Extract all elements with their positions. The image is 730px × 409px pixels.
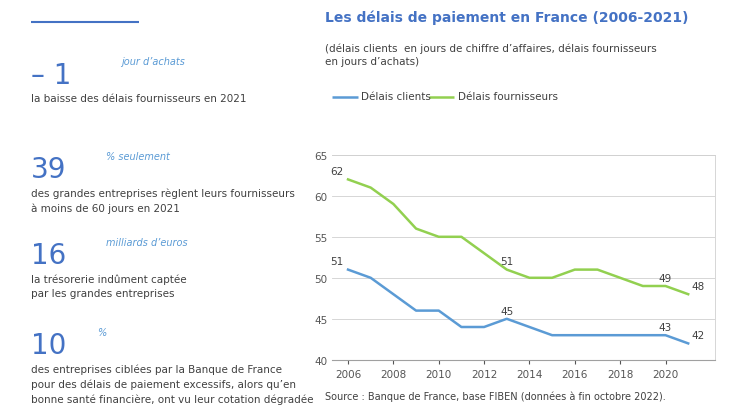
Text: 42: 42 <box>691 330 705 340</box>
Text: Les délais de paiement en France (2006-2021): Les délais de paiement en France (2006-2… <box>325 10 688 25</box>
Text: Délais fournisseurs: Délais fournisseurs <box>458 92 558 102</box>
Text: 51: 51 <box>500 257 513 267</box>
Text: jour d’achats: jour d’achats <box>121 57 185 67</box>
Text: 16: 16 <box>31 241 66 269</box>
Text: 48: 48 <box>691 281 705 291</box>
Text: % seulement: % seulement <box>106 151 170 161</box>
Text: Délais clients: Délais clients <box>361 92 431 102</box>
Text: la trésorerie indûment captée
par les grandes entreprises: la trésorerie indûment captée par les gr… <box>31 274 187 299</box>
Text: – 1: – 1 <box>31 61 72 89</box>
Text: %: % <box>97 327 107 337</box>
Text: 43: 43 <box>659 322 672 332</box>
Text: 10: 10 <box>31 331 66 359</box>
Text: des grandes entreprises règlent leurs fournisseurs
à moins de 60 jours en 2021: des grandes entreprises règlent leurs fo… <box>31 188 295 213</box>
Text: 45: 45 <box>500 306 513 316</box>
Text: la baisse des délais fournisseurs en 2021: la baisse des délais fournisseurs en 202… <box>31 94 247 104</box>
Text: 51: 51 <box>330 257 344 267</box>
Text: (délais clients  en jours de chiffre d’affaires, délais fournisseurs
en jours d’: (délais clients en jours de chiffre d’af… <box>325 43 656 67</box>
Text: 62: 62 <box>330 167 344 177</box>
Text: milliards d’euros: milliards d’euros <box>106 237 188 247</box>
Text: 39: 39 <box>31 155 66 183</box>
Text: des entreprises ciblées par la Banque de France
pour des délais de paiement exce: des entreprises ciblées par la Banque de… <box>31 364 314 404</box>
Text: 49: 49 <box>659 273 672 283</box>
Text: Source : Banque de France, base FIBEN (données à fin octobre 2022).: Source : Banque de France, base FIBEN (d… <box>325 391 666 401</box>
